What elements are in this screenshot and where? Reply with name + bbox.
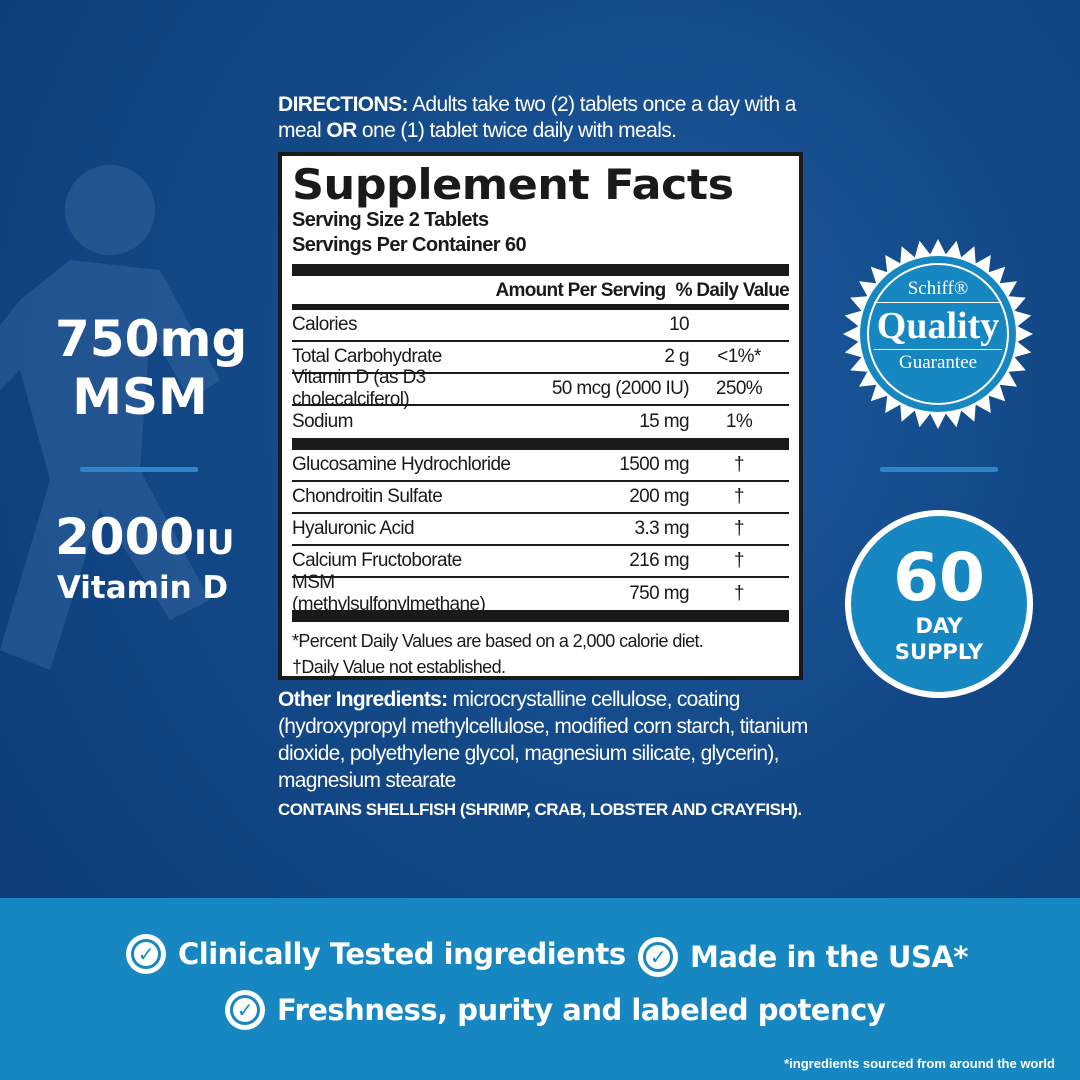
cell-name: Calories (292, 314, 358, 335)
divider (292, 438, 789, 450)
cell-amount: 216 mg (629, 550, 689, 571)
check-circle-icon: ✓ (126, 934, 166, 974)
feature-text: Clinically Tested ingredients (178, 937, 626, 971)
facts-header: Amount Per Serving % Daily Value (292, 276, 790, 310)
cell-amount: 10 (669, 314, 690, 335)
cell-name: Sodium (292, 411, 353, 432)
table-row: Calcium Fructoborate 216 mg † (292, 546, 789, 578)
seal-fill (860, 256, 1016, 412)
servings-per-container: Servings Per Container 60 (292, 234, 527, 256)
other-ingredients: Other Ingredients: microcrystalline cell… (278, 686, 808, 794)
vitd-amount: 2000IU (55, 508, 234, 570)
table-row: Calories 10 (292, 310, 789, 342)
seal-brand: Schiff® (907, 278, 969, 299)
col-dv: % Daily Value (675, 280, 790, 301)
other-label: Other Ingredients: (278, 688, 448, 711)
quality-seal: Schiff® Quality Guarantee (842, 238, 1034, 430)
msm-callout: 750mg MSM (55, 310, 248, 426)
msm-amount: 750mg (55, 310, 248, 368)
cell-name: Vitamin D (as D3 cholecalciferol) (292, 367, 426, 410)
vitd-callout: 2000IU Vitamin D (55, 508, 234, 606)
footnote-dagger: †Daily Value not established. (292, 657, 506, 677)
cell-dv: † (734, 583, 745, 604)
seal-ring (867, 263, 1009, 405)
feature-made-in-usa: ✓ Made in the USA* (638, 937, 968, 977)
cell-dv: † (734, 518, 745, 539)
feature-text: Freshness, purity and labeled potency (277, 993, 886, 1027)
seal-sub: Guarantee (898, 352, 978, 373)
divider (292, 264, 789, 276)
supply-inner: 60 DAY SUPPLY (851, 516, 1027, 692)
serving-size: Serving Size 2 Tablets (292, 209, 489, 231)
table-row: Sodium 15 mg 1% (292, 406, 789, 438)
cell-amount: 750 mg (629, 583, 689, 604)
other-text: microcrystalline cellulose, coating (hyd… (278, 688, 808, 792)
vitd-unit: IU (194, 523, 235, 563)
sourcing-footnote: *ingredients sourced from around the wor… (784, 1056, 1055, 1071)
seal-starburst (843, 239, 1033, 429)
cell-name: Hyaluronic Acid (292, 518, 415, 539)
table-row: Chondroitin Sulfate 200 mg † (292, 482, 789, 514)
directions-label: DIRECTIONS: (278, 93, 409, 116)
table-row: Hyaluronic Acid 3.3 mg † (292, 514, 789, 546)
cell-amount: 1500 mg (619, 454, 689, 475)
table-row: Total Carbohydrate 2 g <1%* (292, 342, 789, 374)
directions-text-2: one (1) tablet twice daily with meals. (356, 119, 677, 142)
table-row: MSM (methylsulfonylmethane) 750 mg † (292, 572, 789, 615)
vitd-number: 2000 (55, 508, 195, 566)
feature-clinically-tested: ✓ Clinically Tested ingredients (126, 934, 626, 974)
cell-name: Total Carbohydrate (292, 346, 442, 367)
cell-name: Chondroitin Sulfate (292, 486, 443, 507)
features-band: ✓ Clinically Tested ingredients ✓ Made in … (0, 898, 1080, 1080)
day-supply-badge: 60 DAY SUPPLY (845, 510, 1033, 698)
check-circle-icon: ✓ (638, 937, 678, 977)
cell-amount: 2 g (664, 346, 689, 367)
nutrient-rows: Calories 10 Total Carbohydrate 2 g <1%* Vitam… (292, 310, 789, 438)
feature-freshness: ✓ Freshness, purity and labeled potency (225, 990, 886, 1030)
col-amount: Amount Per Serving (495, 280, 667, 301)
cell-dv: † (734, 486, 745, 507)
supply-day: DAY (915, 614, 963, 638)
divider (880, 467, 998, 472)
table-row: Glucosamine Hydrochloride 1500 mg † (292, 450, 789, 482)
divider (292, 610, 789, 622)
directions-or: OR (326, 119, 357, 142)
cell-dv: † (734, 454, 745, 475)
table-row: Vitamin D (as D3 cholecalciferol) 50 mcg … (292, 367, 789, 410)
ingredient-rows: Glucosamine Hydrochloride 1500 mg † Chondro… (292, 450, 789, 615)
directions: DIRECTIONS: Adults take two (2) tablets … (278, 92, 818, 144)
facts-footnotes: *Percent Daily Values are based on a 2,0… (292, 622, 789, 680)
cell-name: Glucosamine Hydrochloride (292, 454, 511, 475)
cell-amount: 50 mcg (2000 IU) (551, 378, 690, 399)
facts-title: Supplement Facts (292, 160, 734, 209)
cell-dv: <1%* (717, 346, 761, 367)
msm-label: MSM (72, 368, 208, 426)
supply-number: 60 (893, 539, 985, 616)
divider (80, 467, 198, 472)
directions-text: Adults take two (2) tablets once a day w… (278, 93, 796, 142)
footnote-dv: *Percent Daily Values are based on a 2,0… (292, 631, 704, 651)
seal-text: Schiff® Quality Guarantee (842, 278, 1034, 374)
supply-label: SUPPLY (894, 640, 984, 664)
cell-dv: 250% (715, 378, 763, 399)
check-circle-icon: ✓ (225, 990, 265, 1030)
supplement-facts-panel: Supplement Facts Serving Size 2 Tablets … (278, 152, 803, 680)
cell-amount: 15 mg (639, 411, 689, 432)
cell-name: Calcium Fructoborate (292, 550, 462, 571)
cell-dv: 1% (725, 411, 753, 432)
vitd-label: Vitamin D (56, 570, 229, 606)
runner-silhouette (0, 165, 220, 670)
seal-word: Quality (874, 302, 1002, 350)
feature-text: Made in the USA* (690, 940, 968, 974)
cell-amount: 200 mg (629, 486, 689, 507)
cell-dv: † (734, 550, 745, 571)
allergen-warning: CONTAINS SHELLFISH (SHRIMP, CRAB, LOBSTE… (278, 800, 802, 819)
cell-name: MSM (methylsulfonylmethane) (292, 572, 486, 615)
cell-amount: 3.3 mg (634, 518, 690, 539)
